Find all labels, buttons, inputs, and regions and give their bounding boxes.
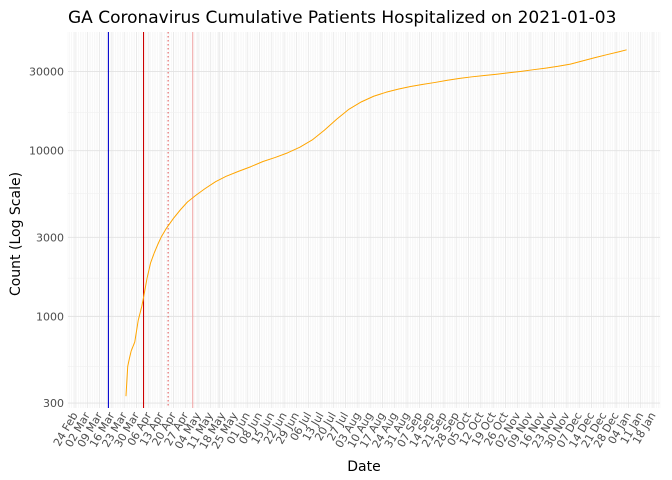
y-axis-title: Count (Log Scale) (8, 172, 24, 296)
chart-title: GA Coronavirus Cumulative Patients Hospi… (68, 8, 616, 28)
y-axis-tick-labels: 300 1000 3000 10000 30000 (29, 66, 64, 410)
reference-lines (107, 32, 220, 408)
series-layer (125, 49, 627, 397)
series-line-1 (125, 49, 627, 397)
y-tick-label: 3000 (36, 231, 64, 244)
y-tick-label: 300 (43, 397, 64, 410)
y-tick-label: 30000 (29, 66, 64, 79)
grid-lines (67, 32, 661, 408)
x-axis-title: Date (347, 459, 380, 475)
y-tick-label: 1000 (36, 310, 64, 323)
y-tick-label: 10000 (29, 145, 64, 158)
